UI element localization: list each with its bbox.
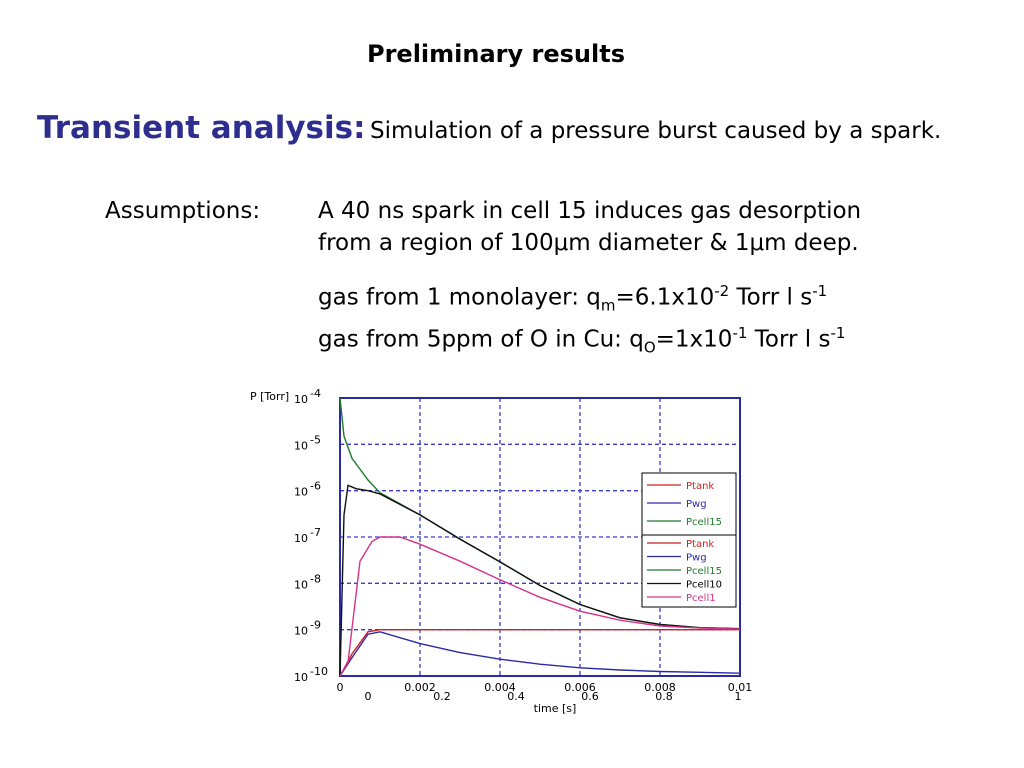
x-secondary-tick-label: 0.6 (581, 690, 599, 703)
x-tick-label: 0.004 (484, 681, 516, 694)
y-tick-exponent: -7 (310, 526, 321, 539)
legend-label: Ptank (686, 539, 714, 550)
x-tick-label: 0 (337, 681, 344, 694)
x-secondary-tick-label: 1 (735, 690, 742, 703)
y-tick-exponent: -6 (310, 480, 321, 493)
y-tick-label: 10 (294, 532, 308, 545)
plot-frame (339, 397, 741, 677)
gas1-sub: m (600, 296, 616, 315)
legend-label: Pcell15 (686, 566, 722, 577)
assumptions-label: Assumptions: (105, 198, 261, 224)
legend-label: Pcell1 (686, 593, 716, 604)
legend-top-label: Ptank (686, 481, 714, 492)
y-tick-exponent: -4 (310, 387, 321, 400)
legend-box-bottom (641, 534, 737, 608)
x-secondary-tick-label: 0.4 (507, 690, 525, 703)
y-tick-label: 10 (294, 578, 308, 591)
y-tick-exponent: -9 (310, 619, 321, 632)
gas1-unit: Torr l s (729, 284, 813, 311)
x-secondary-tick-label: 0.2 (433, 690, 451, 703)
y-tick-label: 10 (294, 486, 308, 499)
assumption-line-2: from a region of 100μm diameter & 1μm de… (318, 230, 859, 256)
y-tick-exponent: -8 (310, 572, 321, 585)
x-axis-label: time [s] (534, 702, 577, 715)
gas2-exp: -1 (732, 324, 748, 342)
legend-box-top (641, 472, 737, 536)
x-tick-label: 0.01 (728, 681, 753, 694)
gas2-unit: Torr l s (747, 326, 831, 353)
gas1-exp: -2 (714, 282, 730, 300)
gas2-prefix: gas from 5ppm of O in Cu: q (318, 326, 644, 353)
gas1-mid: =6.1x10 (615, 284, 715, 311)
y-tick-label: 10 (294, 393, 308, 406)
gas2-unit-exp: -1 (830, 324, 846, 342)
series-line-pwg (339, 631, 741, 677)
x-secondary-tick-label: 0.8 (655, 690, 673, 703)
gas-oxygen-line: gas from 5ppm of O in Cu: qO=1x10-1 Torr… (318, 324, 845, 356)
gas1-unit-exp: -1 (812, 282, 828, 300)
slide-title: Preliminary results (367, 40, 625, 68)
section-label: Transient analysis: (37, 110, 366, 146)
y-axis-label: P [Torr] (250, 390, 289, 403)
series-line-pcell1 (339, 536, 741, 677)
legend-top-label: Pcell15 (686, 517, 722, 528)
x-tick-label: 0.006 (564, 681, 596, 694)
x-tick-label: 0.008 (644, 681, 676, 694)
y-tick-exponent: -10 (310, 665, 328, 678)
y-tick-label: 10 (294, 625, 308, 638)
y-tick-label: 10 (294, 671, 308, 684)
legend-label: Pcell10 (686, 580, 722, 591)
section-text: Simulation of a pressure burst caused by… (370, 118, 942, 144)
series-line-ptank (339, 629, 740, 677)
series-line-pcell10 (339, 484, 741, 677)
legend-top-label: Pwg (686, 499, 707, 510)
legend-label: Pwg (686, 553, 707, 564)
gas-monolayer-line: gas from 1 monolayer: qm=6.1x10-2 Torr l… (318, 282, 827, 314)
assumption-line-1: A 40 ns spark in cell 15 induces gas des… (318, 198, 862, 224)
x-secondary-tick-label: 0 (365, 690, 372, 703)
x-tick-label: 0.002 (404, 681, 436, 694)
gas2-mid: =1x10 (655, 326, 733, 353)
y-tick-exponent: -5 (310, 433, 321, 446)
y-tick-label: 10 (294, 439, 308, 452)
gas1-prefix: gas from 1 monolayer: q (318, 284, 601, 311)
gas2-sub: O (643, 338, 656, 357)
